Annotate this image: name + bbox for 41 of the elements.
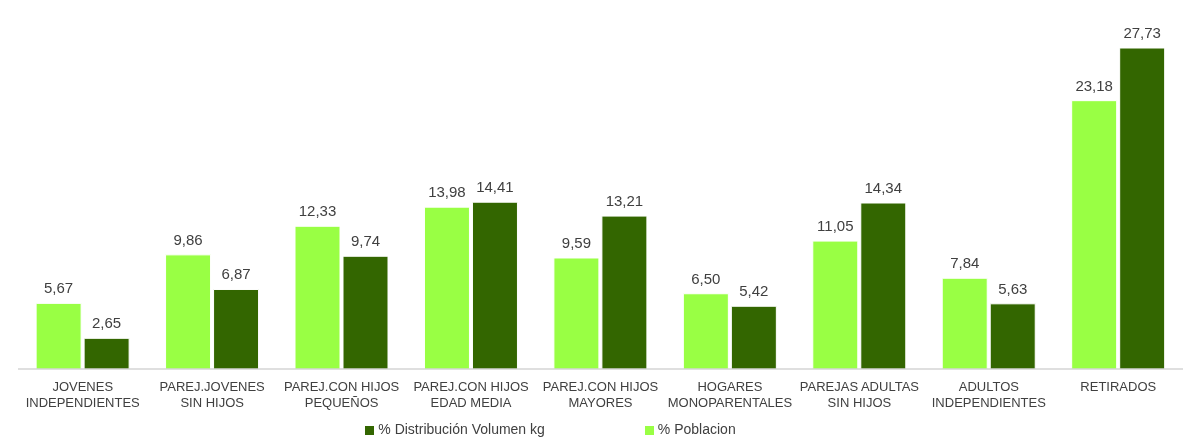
bar	[860, 202, 907, 370]
bar	[1071, 100, 1118, 370]
data-label: 2,65	[92, 314, 122, 332]
data-label: 12,33	[298, 202, 337, 220]
x-tick-label: PAREJ.JOVENES SIN HIJOS	[159, 379, 266, 410]
data-label: 13,98	[428, 183, 466, 201]
data-label: 9,59	[561, 233, 591, 251]
data-label: 6,87	[221, 265, 251, 283]
data-label: 6,50	[691, 269, 721, 287]
x-tick-label: PAREJ.CON HIJOS EDAD MEDIA	[413, 379, 530, 410]
bar	[213, 288, 260, 370]
data-label: 13,21	[605, 192, 644, 210]
bar	[941, 277, 988, 370]
x-tick-label: JOVENES INDEPENDIENTES	[25, 379, 141, 410]
bar	[989, 303, 1036, 370]
bar	[730, 305, 777, 370]
data-label: 23,18	[1075, 76, 1113, 94]
bar	[1119, 47, 1166, 370]
data-label: 5,63	[998, 279, 1028, 297]
x-tick-label: PAREJ.CON HIJOS MAYORES	[542, 379, 659, 410]
data-label: 5,42	[739, 282, 769, 300]
legend-label: % Distribución Volumen kg	[378, 421, 545, 437]
data-label: 9,74	[350, 232, 381, 250]
x-tick-label: PAREJAS ADULTAS SIN HIJOS	[799, 379, 920, 410]
data-label: 14,41	[476, 178, 514, 196]
x-tick-label: PAREJ.CON HIJOS PEQUEÑOS	[283, 379, 400, 410]
bar	[423, 206, 470, 370]
x-tick-label: HOGARES MONOPARENTALES	[667, 379, 793, 410]
x-tick-label: ADULTOS INDEPENDIENTES	[931, 379, 1047, 410]
data-label: 9,86	[173, 230, 203, 248]
bar	[812, 240, 859, 370]
x-tick-label: RETIRADOS	[1080, 379, 1157, 394]
data-label: 5,67	[44, 279, 74, 297]
bar	[165, 254, 212, 370]
data-label: 11,05	[817, 217, 854, 235]
data-label: 14,34	[864, 179, 903, 196]
bar	[471, 201, 518, 370]
legend-label: % Poblacion	[657, 421, 736, 437]
bar	[682, 293, 729, 370]
data-label: 27,73	[1123, 24, 1161, 41]
data-label: 7,84	[950, 254, 980, 272]
